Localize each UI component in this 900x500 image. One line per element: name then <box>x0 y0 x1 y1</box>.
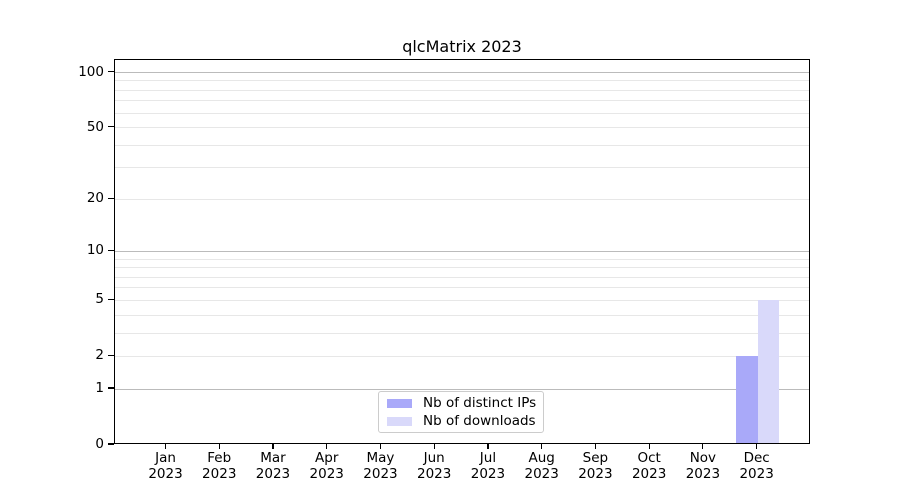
x-tick-month: Apr <box>315 450 339 466</box>
x-tick-month: May <box>366 450 395 466</box>
x-tick-mark <box>487 444 489 449</box>
x-tick-mark <box>702 444 704 449</box>
y-tick-mark <box>108 354 114 356</box>
legend-label-distinct-ips: Nb of distinct IPs <box>423 394 537 411</box>
x-tick-year: 2023 <box>417 465 452 482</box>
x-tick-label: May 2023 <box>348 450 412 482</box>
x-tick-year: 2023 <box>524 465 559 482</box>
y-tick-mark <box>108 443 114 445</box>
x-tick-label: Jul 2023 <box>456 450 520 482</box>
y-gridline-minor <box>115 144 809 146</box>
y-tick-label: 5 <box>95 291 104 308</box>
y-gridline-minor <box>115 127 809 129</box>
plot-area <box>114 59 810 444</box>
x-tick-label: Aug 2023 <box>510 450 574 482</box>
legend-item-downloads: Nb of downloads <box>387 412 536 429</box>
x-tick-year: 2023 <box>739 465 774 482</box>
y-tick-label: 1 <box>95 380 104 397</box>
y-tick-mark <box>108 197 114 199</box>
x-tick-year: 2023 <box>578 465 613 482</box>
y-tick-label: 100 <box>78 63 104 80</box>
legend-swatch-distinct-ips <box>387 398 412 408</box>
y-tick-label: 10 <box>86 242 104 259</box>
y-gridline-minor <box>115 198 809 200</box>
x-tick-mark <box>218 444 220 449</box>
bar-nb-of-distinct-ips-dec <box>736 356 758 443</box>
bar-nb-of-downloads-dec <box>757 300 780 443</box>
x-tick-mark <box>756 444 758 449</box>
y-tick-label: 50 <box>86 118 104 135</box>
x-tick-year: 2023 <box>631 465 667 482</box>
x-tick-year: 2023 <box>470 465 506 482</box>
y-gridline-minor <box>115 100 809 102</box>
x-tick-label: Jun 2023 <box>402 450 466 482</box>
x-tick-month: Jan <box>155 450 176 466</box>
x-tick-month: Dec <box>743 450 770 466</box>
y-tick-label: 2 <box>95 347 104 364</box>
x-tick-year: 2023 <box>148 465 183 482</box>
x-tick-year: 2023 <box>202 465 237 482</box>
x-tick-mark <box>272 444 274 449</box>
y-gridline-minor <box>115 276 809 278</box>
y-gridline-major <box>115 72 809 74</box>
x-tick-month: Oct <box>637 450 661 466</box>
legend: Nb of distinct IPs Nb of downloads <box>378 391 544 433</box>
y-tick-mark <box>108 387 114 389</box>
x-tick-label: Mar 2023 <box>241 450 305 482</box>
y-tick-label: 0 <box>95 436 104 452</box>
x-tick-month: Sep <box>582 450 609 466</box>
x-tick-label: Jan 2023 <box>134 450 198 482</box>
y-tick-mark <box>108 249 114 252</box>
y-gridline-minor <box>115 167 809 169</box>
x-tick-mark <box>541 444 543 449</box>
x-tick-month: Jun <box>423 450 445 466</box>
x-tick-year: 2023 <box>685 465 721 482</box>
x-tick-label: Oct 2023 <box>617 450 681 482</box>
legend-item-distinct-ips: Nb of distinct IPs <box>387 394 537 411</box>
x-tick-year: 2023 <box>309 465 344 482</box>
y-gridline-minor <box>115 89 809 91</box>
x-tick-label: Feb 2023 <box>187 450 251 482</box>
x-tick-month: Feb <box>207 450 232 466</box>
y-gridline-minor <box>115 332 809 334</box>
x-tick-mark <box>326 444 328 449</box>
y-gridline-minor <box>115 287 809 289</box>
y-gridline-minor <box>115 314 809 316</box>
legend-label-downloads: Nb of downloads <box>423 412 536 429</box>
y-tick-mark <box>108 126 114 128</box>
x-tick-label: Nov 2023 <box>671 450 735 482</box>
x-tick-label: Apr 2023 <box>295 450 359 482</box>
y-gridline-minor <box>115 299 809 301</box>
x-tick-year: 2023 <box>255 465 291 482</box>
x-tick-label: Dec 2023 <box>725 450 789 482</box>
y-gridline-minor <box>115 355 809 357</box>
y-gridline-minor <box>115 112 809 114</box>
y-gridline-major <box>115 388 809 390</box>
x-tick-mark <box>433 444 435 449</box>
y-gridline-minor <box>115 80 809 82</box>
legend-swatch-downloads <box>387 416 412 426</box>
y-gridline-major <box>115 250 809 252</box>
chart-title: qlcMatrix 2023 <box>402 37 522 56</box>
x-tick-month: Jul <box>479 450 497 466</box>
x-tick-month: Nov <box>689 450 717 466</box>
x-tick-label: Sep 2023 <box>563 450 627 482</box>
x-tick-year: 2023 <box>363 465 398 482</box>
x-tick-mark <box>648 444 650 449</box>
x-tick-mark <box>164 444 167 449</box>
x-tick-month: Mar <box>260 450 286 466</box>
y-tick-mark <box>108 70 114 73</box>
x-tick-month: Aug <box>528 450 555 466</box>
y-gridline-minor <box>115 258 809 260</box>
y-tick-mark <box>108 298 114 300</box>
x-tick-mark <box>379 444 382 449</box>
x-tick-mark <box>594 444 596 449</box>
y-tick-label: 20 <box>86 190 104 207</box>
y-gridline-minor <box>115 267 809 269</box>
